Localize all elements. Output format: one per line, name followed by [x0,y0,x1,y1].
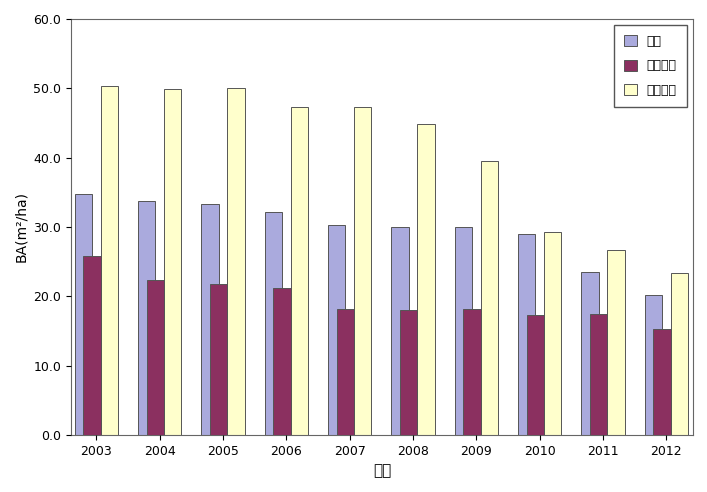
Bar [138,201,156,435]
Bar [670,274,688,435]
Bar [518,235,535,435]
Bar [164,89,181,435]
Bar [75,193,92,435]
Bar [354,107,371,435]
Y-axis label: BA(m²/ha): BA(m²/ha) [14,191,28,262]
Bar [544,232,561,435]
Bar [337,308,354,435]
Bar [417,124,435,435]
Bar [83,256,100,435]
Bar [201,204,218,435]
Bar [391,227,409,435]
Bar [100,86,118,435]
X-axis label: 연도: 연도 [373,463,391,478]
Bar [481,161,498,435]
Bar [653,330,670,435]
Bar [581,272,599,435]
Bar [264,212,282,435]
Bar [400,310,417,435]
Bar [328,225,345,435]
Bar [455,227,472,435]
Bar [146,280,164,435]
Bar [210,284,228,435]
Bar [228,88,245,435]
Bar [607,250,624,435]
Legend: 영실, 왼세오름, 진달래발: 영실, 왼세오름, 진달래발 [614,25,687,107]
Bar [463,309,481,435]
Bar [590,313,607,435]
Bar [527,315,544,435]
Bar [291,107,308,435]
Bar [274,288,291,435]
Bar [645,295,662,435]
